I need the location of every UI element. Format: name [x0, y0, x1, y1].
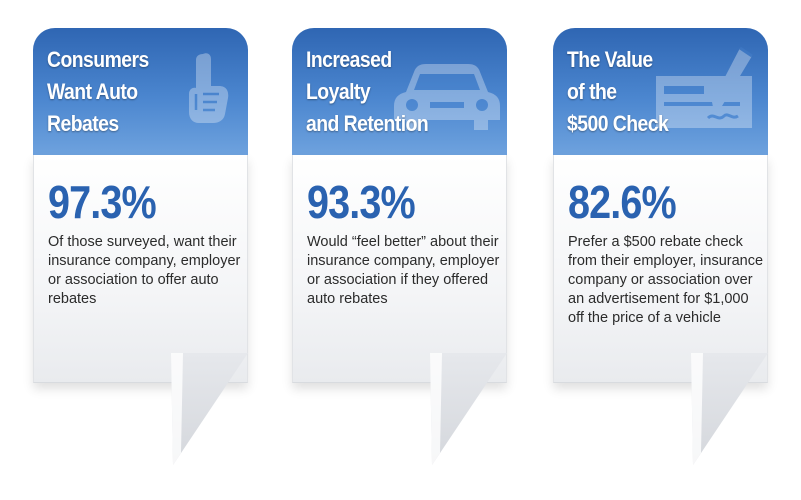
stat-card-consumers: Consumers Want Auto Rebates 97.3% Of tho… — [33, 28, 248, 383]
bubble-tail — [430, 353, 507, 465]
stat-card-loyalty: Increased Loyalty and Retention 93.3% Wo… — [292, 28, 507, 383]
pointing-hand-icon — [189, 53, 229, 123]
bubble-tail — [691, 353, 768, 465]
card-body: 97.3% Of those surveyed, want their insu… — [33, 155, 248, 383]
check-and-pen-icon — [656, 46, 753, 128]
card-body: 93.3% Would “feel better” about their in… — [292, 155, 507, 383]
card-header: The Value of the $500 Check — [553, 28, 768, 155]
car-icon — [394, 64, 500, 130]
bubble-tail — [171, 353, 248, 465]
card-title: The Value of the $500 Check — [567, 47, 669, 136]
stat-description: Prefer a $500 rebate check from their em… — [568, 234, 764, 326]
card-title: Consumers Want Auto Rebates — [47, 47, 149, 136]
stat-description: Would “feel better” about their insuranc… — [307, 234, 500, 307]
card-header: Increased Loyalty and Retention — [292, 28, 507, 155]
stat-value: 97.3% — [48, 176, 157, 228]
card-title: Increased Loyalty and Retention — [306, 47, 429, 136]
stat-card-check-value: The Value of the $500 Check 82.6% Prefer… — [553, 28, 768, 383]
stat-description: Of those surveyed, want their insurance … — [48, 234, 241, 307]
stat-value: 82.6% — [568, 176, 677, 228]
card-body: 82.6% Prefer a $500 rebate check from th… — [553, 155, 768, 383]
stat-value: 93.3% — [307, 176, 416, 228]
card-header: Consumers Want Auto Rebates — [33, 28, 248, 155]
